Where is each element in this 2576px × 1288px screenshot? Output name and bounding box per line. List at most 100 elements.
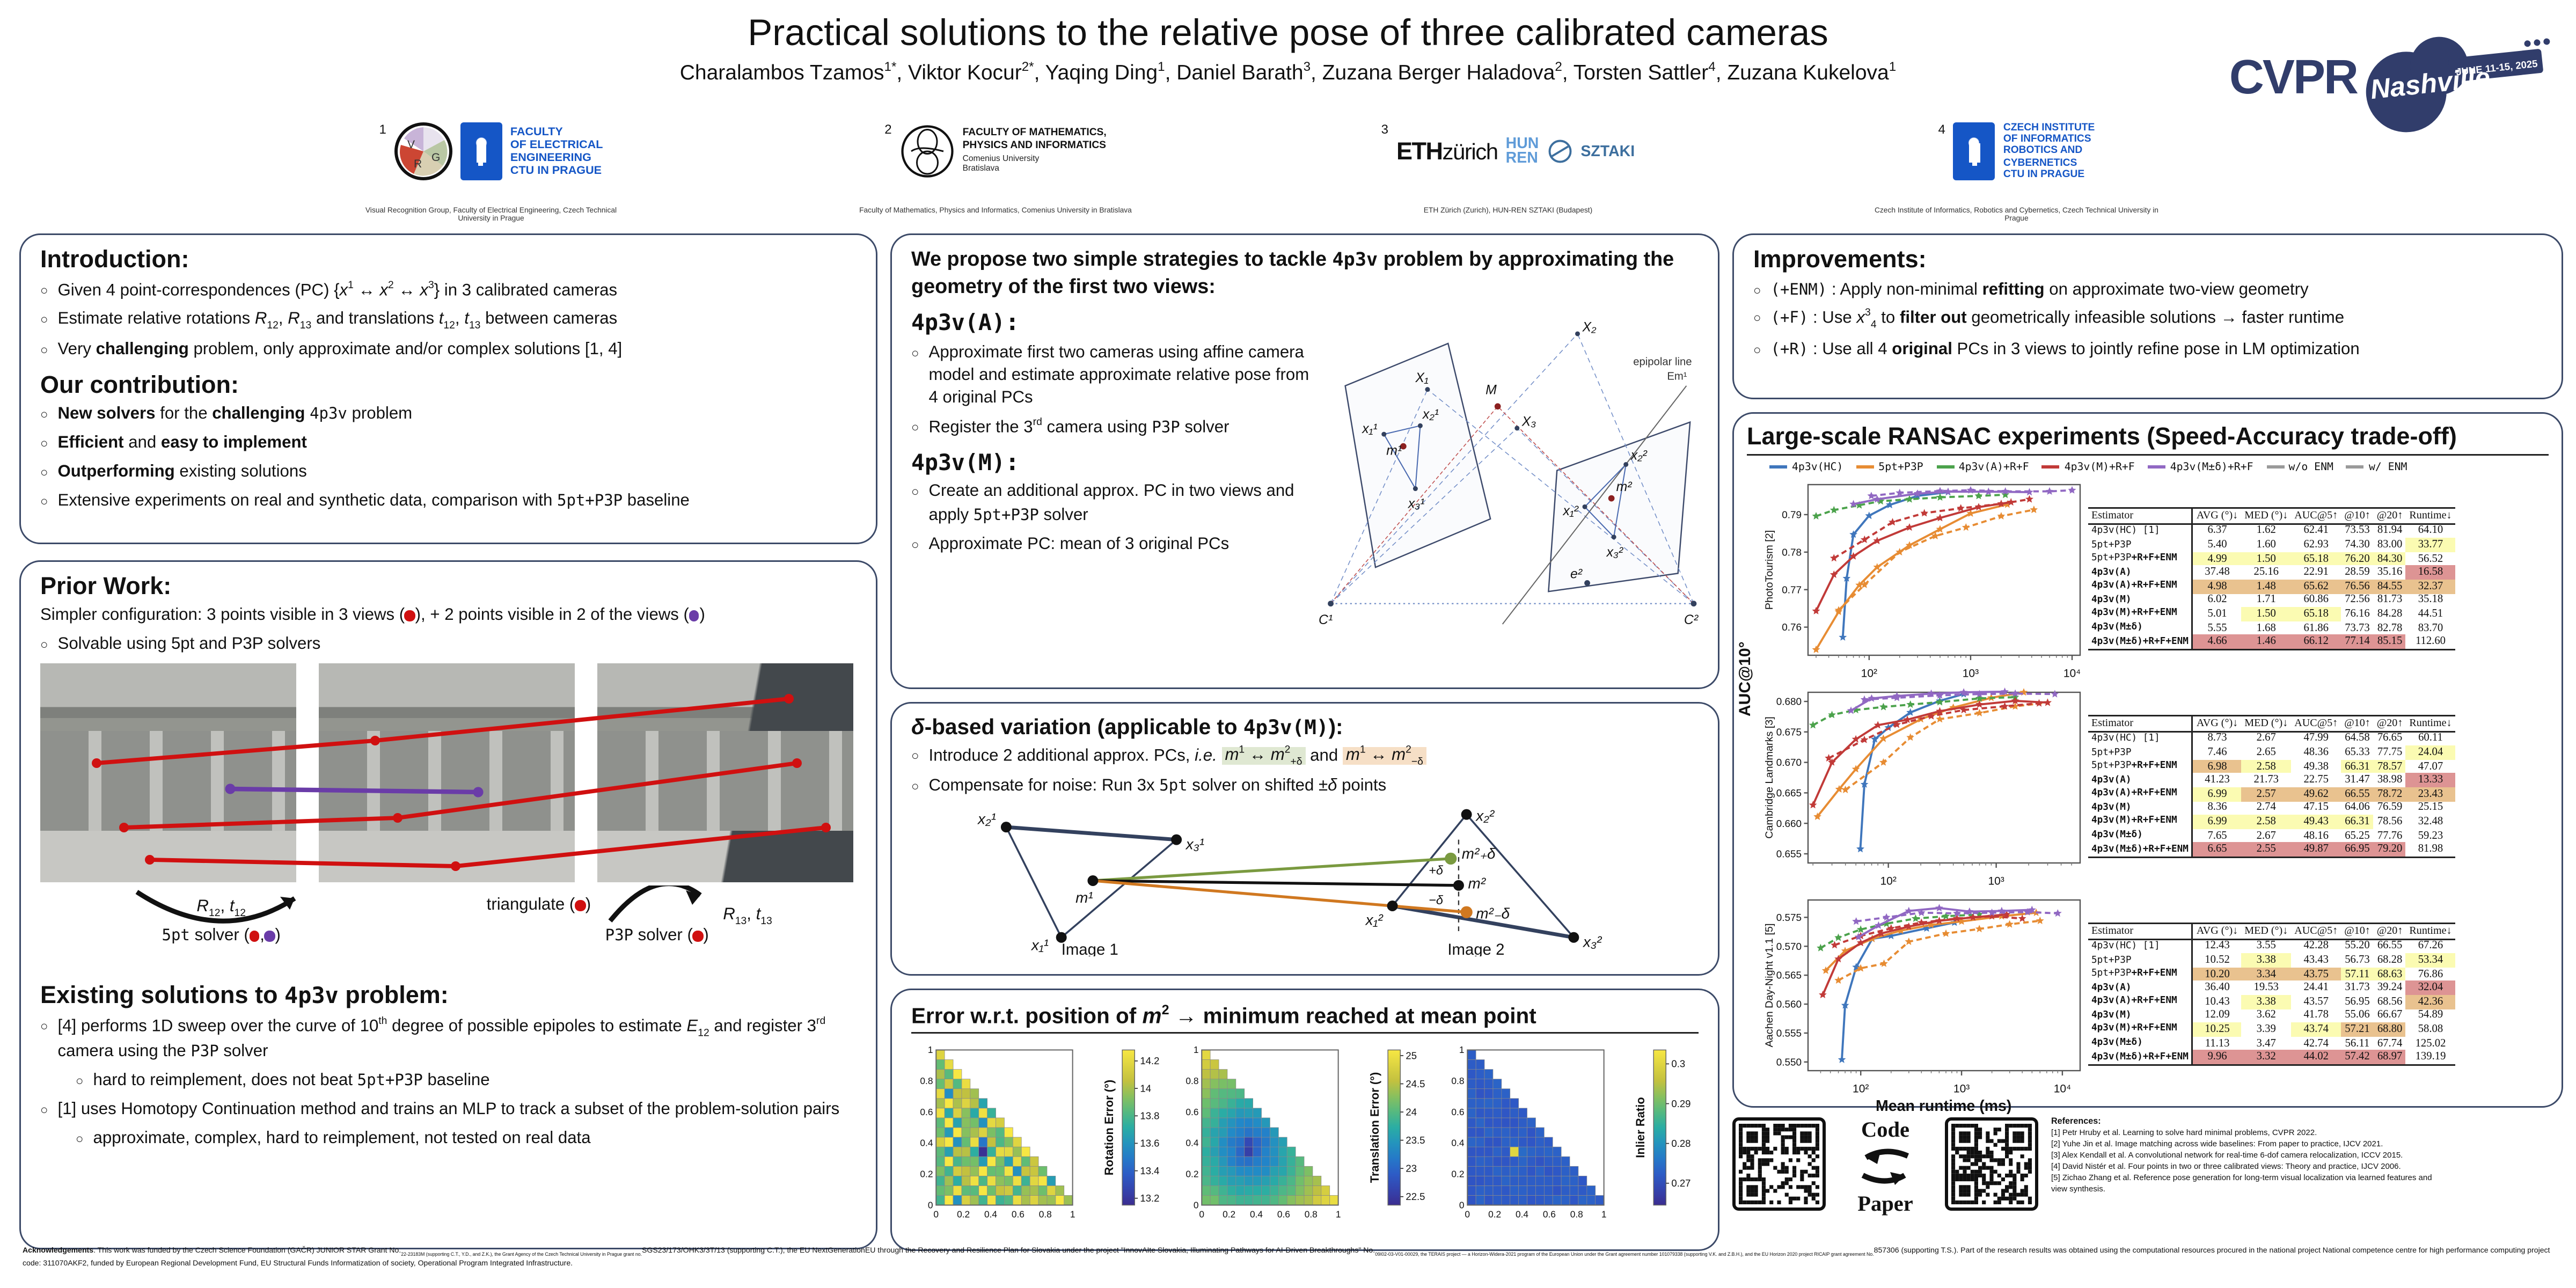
svg-text:0.570: 0.570 [1776, 941, 1802, 953]
table-cell: 73.53 [2345, 525, 2370, 537]
ciirc-name: CZECH INSTITUTE OF INFORMATICS ROBOTICS … [2003, 122, 2095, 180]
table-header: AVG (°)↓ [2191, 923, 2242, 940]
svg-text:1: 1 [1336, 1208, 1341, 1219]
svg-text:10³: 10³ [1953, 1083, 1970, 1095]
table-row: 4p3v(HC) [1] 12.43 3.55 42.28 55.20 66.55 67.2… [2088, 939, 2455, 954]
table-cell: 67.74 [2377, 1037, 2403, 1049]
page-title: Practical solutions to the relative pose… [748, 11, 1828, 53]
bullet-item: ○ Given 4 point-correspondences (PC) {x1 … [40, 279, 618, 299]
table-cell: 12.09 [2191, 1008, 2242, 1023]
table-cell: 79.20 [2373, 843, 2406, 858]
table-cell: 56.73 [2345, 955, 2370, 967]
svg-text:13.2: 13.2 [1140, 1192, 1159, 1203]
solver-m-label: 4p3v(M): [911, 447, 1020, 477]
svg-text:M: M [1485, 383, 1497, 398]
prior-work-box: Prior Work: Simpler configuration: 3 poi… [19, 560, 877, 1249]
table-row: 4p3v(M) 8.36 2.74 47.15 64.06 76.59 25.15 [2088, 801, 2455, 815]
bullet-item: ○ Solvable using 5pt and P3P solvers [40, 635, 321, 654]
table-row: 4p3v(M±δ) 7.65 2.67 48.16 65.25 77.76 59.23 [2088, 829, 2455, 843]
table-cell: 66.31 [2341, 759, 2374, 774]
svg-text:Inlier Ratio: Inlier Ratio [1634, 1096, 1647, 1158]
table-cell: 31.73 [2345, 982, 2370, 994]
ctu-fee-name: FACULTY OF ELECTRICAL ENGINEERING CTU IN… [510, 123, 603, 178]
svg-text:0: 0 [1459, 1199, 1465, 1210]
bullet-item: ○ [4] performs 1D sweep over the curve of… [40, 1015, 826, 1062]
bullet-item: ○ Extensive experiments on real and synth… [40, 492, 690, 510]
table-cell: 41.78 [2303, 1010, 2329, 1022]
svg-text:0.2: 0.2 [1488, 1208, 1501, 1219]
table-cell: 3.55 [2256, 941, 2276, 953]
svg-text:0.2: 0.2 [1451, 1168, 1464, 1179]
error-heading: Error w.r.t. position of m2 → minimum re… [911, 1001, 1699, 1033]
bullet-item: ○ Create an additional approx. PC in two … [911, 484, 1294, 525]
table-cell: 3.34 [2241, 967, 2292, 982]
r12-label: R12, t12 [196, 898, 246, 920]
bullet-item: ○ approximate, complex, hard to reimpleme… [76, 1130, 591, 1148]
table-header: AVG (°)↓ [2191, 715, 2242, 732]
sztaki-icon [1548, 140, 1571, 163]
table-cell: 5.40 [2191, 538, 2242, 552]
table-cell: 83.00 [2377, 539, 2403, 551]
legend-swatch [1769, 465, 1787, 469]
svg-text:13.8: 13.8 [1140, 1109, 1159, 1121]
table-cell: 49.43 [2291, 815, 2341, 829]
table-cell: 64.58 [2345, 733, 2370, 745]
table-cell: 22.91 [2303, 567, 2329, 579]
correspondence-photos [40, 663, 853, 883]
table-cell: 125.02 [2415, 1037, 2446, 1049]
heatmap-chart: 0 0.2 0.4 0.6 0.8 1 0 0.2 0.4 0.6 0.8 1 0.27 0.28 0.29… [1451, 1044, 1690, 1219]
table-cell: 24.41 [2303, 982, 2329, 994]
table-cell: 12.43 [2191, 939, 2242, 954]
table-cell: 65.62 [2291, 580, 2341, 594]
table-cell: 8.36 [2191, 801, 2242, 815]
bullet-item: ○ Very challenging problem, only approxim… [40, 341, 623, 360]
svg-text:10³: 10³ [1988, 875, 2004, 888]
table-cell: 48.16 [2303, 830, 2329, 841]
affiliation-4: 4 CZECH INSTITUTE OF INFORMATICS ROBOTIC… [1868, 100, 2165, 222]
table-row: 4p3v(A) 41.23 21.73 22.75 31.47 38.98 13.33 [2088, 773, 2455, 787]
legend-item: w/o ENM [2266, 460, 2333, 473]
svg-text:Translation Error (°): Translation Error (°) [1368, 1071, 1381, 1182]
svg-text:24.5: 24.5 [1406, 1077, 1425, 1088]
table-header: MED (°)↓ [2241, 923, 2292, 940]
svg-text:X₂: X₂ [1582, 320, 1597, 334]
svg-text:Cambridge Landmarks [3]: Cambridge Landmarks [3] [1763, 716, 1775, 839]
svg-text:10³: 10³ [1963, 668, 1979, 680]
cvpr-wordmark: CVPR [2229, 52, 2359, 105]
legend-swatch [2266, 465, 2284, 469]
table-cell: 1.62 [2256, 525, 2276, 537]
table-row: 4p3v(M)+R+F+ENM 10.25 3.39 43.74 57.21 68.80 5… [2088, 1022, 2455, 1037]
svg-text:0.76: 0.76 [1782, 622, 1802, 633]
table-header: @20↑ [2373, 507, 2406, 524]
table-header: MED (°)↓ [2241, 715, 2292, 732]
legend-swatch [1936, 465, 1954, 469]
affiliation-2: 2 FACULTY OF MATHEMATICS, PHYSICS AND IN… [843, 100, 1148, 222]
legend-swatch [1856, 465, 1874, 469]
svg-text:m¹: m¹ [1386, 443, 1402, 458]
svg-text:0.675: 0.675 [1776, 727, 1802, 738]
table-header: Runtime↓ [2406, 923, 2455, 940]
table-cell: 81.94 [2377, 525, 2403, 537]
table-cell: 37.48 [2191, 566, 2242, 580]
table-cell: 84.55 [2373, 580, 2406, 594]
ransac-box: Large-scale RANSAC experiments (Speed-Ac… [1732, 412, 2563, 1116]
table-cell: 10.52 [2191, 953, 2242, 968]
table-cell: 56.52 [2418, 553, 2443, 565]
svg-text:1: 1 [1194, 1044, 1199, 1055]
table-header: Estimator [2088, 715, 2193, 732]
svg-text:0.680: 0.680 [1776, 697, 1802, 708]
svg-text:m¹: m¹ [1075, 890, 1093, 906]
table-row: 5pt+P3P+R+F+ENM 6.98 2.58 49.38 66.31 78.57 47… [2088, 759, 2455, 774]
table-header: Runtime↓ [2406, 715, 2455, 732]
svg-text:0.8: 0.8 [1039, 1208, 1052, 1219]
improvements-items: ○ (+ENM) : Apply non-minimal refitting on… [1753, 280, 2542, 363]
table-cell: 42.28 [2303, 941, 2329, 953]
svg-text:x₂²: x₂² [1475, 808, 1495, 824]
table-cell: 42.74 [2303, 1037, 2329, 1049]
bullet-item: ○ Register the 3rd camera using P3P solve… [911, 417, 1230, 437]
plot-rows: 0.76 0.77 0.78 0.79 10² 10³ 10⁴ PhotoTourism [2… [1760, 475, 2549, 1098]
table-row: 5pt+P3P 10.52 3.38 43.43 56.73 68.28 53.34 [2088, 953, 2455, 968]
error-heatmap-box: Error w.r.t. position of m2 → minimum re… [890, 989, 1719, 1251]
svg-text:0.4: 0.4 [1451, 1137, 1464, 1147]
svg-text:0.6: 0.6 [1451, 1106, 1464, 1116]
